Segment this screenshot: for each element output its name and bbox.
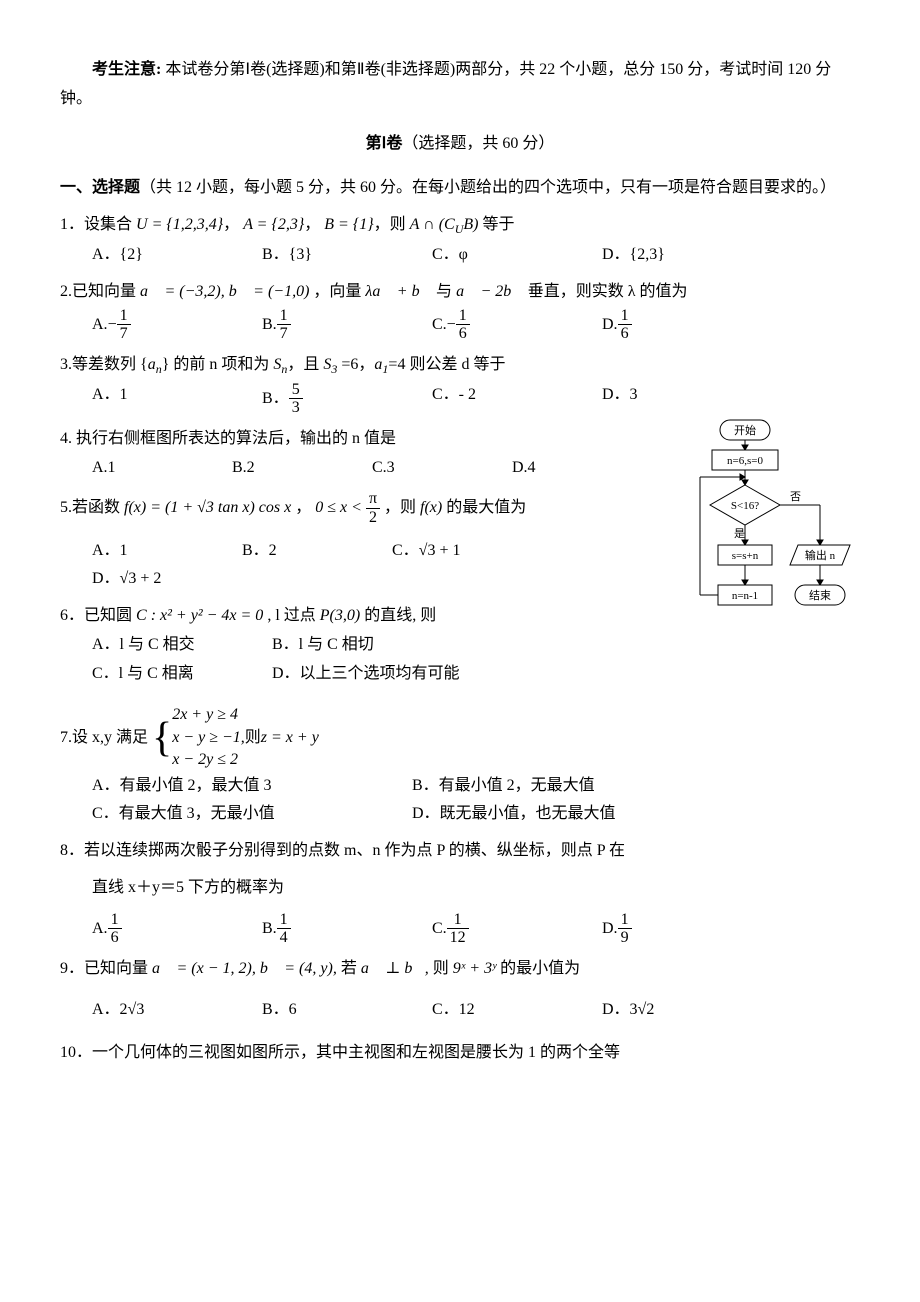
q2-options: A.−17 B.17 C.−16 D.16 — [92, 307, 860, 343]
q1-options: A．{2} B．{3} C．φ D．{2,3} — [92, 241, 860, 270]
q3-option-d: D．3 — [602, 381, 772, 417]
q1-option-a: A．{2} — [92, 241, 262, 270]
q5-option-c: C．√3 + 1 — [392, 537, 542, 566]
part1-title: 第Ⅰ卷（选择题，共 60 分） — [60, 130, 860, 159]
q6-options: A．l 与 C 相交 B．l 与 C 相切 — [92, 631, 670, 660]
question-2: 2.已知向量 a⃗ = (−3,2), b⃗ = (−1,0) ，向量 λa⃗ … — [60, 278, 860, 343]
q7-option-a: A．有最小值 2，最大值 3 — [92, 772, 412, 801]
svg-text:结束: 结束 — [809, 589, 831, 602]
q4-option-d: D.4 — [512, 454, 652, 483]
q4-option-c: C.3 — [372, 454, 512, 483]
q6-option-b: B．l 与 C 相切 — [272, 631, 492, 660]
q4-options: A.1 B.2 C.3 D.4 — [92, 454, 670, 483]
q2-option-b: B.17 — [262, 307, 432, 343]
question-7: 7.设 x,y 满足 { 2x + y ≥ 4 x − y ≥ −1,则z = … — [60, 704, 860, 829]
question-10: 10．一个几何体的三视图如图所示，其中主视图和左视图是腰长为 1 的两个全等 — [60, 1039, 860, 1068]
q7-options: A．有最小值 2，最大值 3 B．有最小值 2，无最大值 C．有最大值 3，无最… — [92, 772, 860, 830]
q5-options: A．1 B．2 C．√3 + 1 D．√3 + 2 — [92, 537, 670, 595]
question-8: 8．若以连续掷两次骰子分别得到的点数 m、n 作为点 P 的横、纵坐标，则点 P… — [60, 837, 860, 947]
q7-option-d: D．既无最小值，也无最大值 — [412, 800, 732, 829]
notice-text: 本试卷分第Ⅰ卷(选择题)和第Ⅱ卷(非选择题)两部分，共 22 个小题，总分 15… — [60, 61, 831, 107]
q5-option-b: B．2 — [242, 537, 392, 566]
notice-bold: 考生注意: — [92, 61, 161, 78]
q9-options: A．2√3 B．6 C．12 D．3√2 — [92, 996, 860, 1025]
q8-options: A.16 B.14 C.112 D.19 — [92, 911, 860, 947]
q1-option-d: D．{2,3} — [602, 241, 772, 270]
q5-option-a: A．1 — [92, 537, 242, 566]
exam-header: 考生注意: 本试卷分第Ⅰ卷(选择题)和第Ⅱ卷(非选择题)两部分，共 22 个小题… — [60, 56, 860, 158]
notice-paragraph: 考生注意: 本试卷分第Ⅰ卷(选择题)和第Ⅱ卷(非选择题)两部分，共 22 个小题… — [60, 56, 860, 114]
q8-option-a: A.16 — [92, 911, 262, 947]
q1-option-c: C．φ — [432, 241, 602, 270]
q8-option-c: C.112 — [432, 911, 602, 947]
flowchart: 开始 n=6,s=0 S<16? 是 s=s+n n=n-1 — [690, 415, 860, 696]
q1-option-b: B．{3} — [262, 241, 432, 270]
q5-option-d: D．√3 + 2 — [92, 565, 242, 594]
q4-option-a: A.1 — [92, 454, 232, 483]
q3-option-a: A．1 — [92, 381, 262, 417]
q2-option-a: A.−17 — [92, 307, 262, 343]
q7-option-b: B．有最小值 2，无最大值 — [412, 772, 732, 801]
question-3: 3.等差数列 {an} 的前 n 项和为 Sn，且 S3 =6，a1=4 则公差… — [60, 351, 860, 417]
q6-option-a: A．l 与 C 相交 — [92, 631, 272, 660]
q3-option-c: C．- 2 — [432, 381, 602, 417]
section-1-heading: 一、选择题（共 12 小题，每小题 5 分，共 60 分。在每小题给出的四个选项… — [60, 174, 860, 203]
q7-option-c: C．有最大值 3，无最小值 — [92, 800, 412, 829]
svg-text:s=s+n: s=s+n — [732, 550, 759, 562]
q6-option-c: C．l 与 C 相离 — [92, 660, 272, 689]
q9-option-c: C．12 — [432, 996, 602, 1025]
svg-text:否: 否 — [790, 491, 801, 503]
svg-text:n=n-1: n=n-1 — [732, 590, 758, 602]
q2-option-c: C.−16 — [432, 307, 602, 343]
svg-text:n=6,s=0: n=6,s=0 — [727, 455, 763, 467]
svg-text:开始: 开始 — [734, 423, 756, 437]
question-1: 1．设集合 U = {1,2,3,4}， A = {2,3}， B = {1}，… — [60, 211, 860, 270]
q9-option-a: A．2√3 — [92, 996, 262, 1025]
q3-options: A．1 B．53 C．- 2 D．3 — [92, 381, 860, 417]
svg-text:S<16?: S<16? — [731, 500, 759, 512]
q8-option-d: D.19 — [602, 911, 772, 947]
q9-option-b: B．6 — [262, 996, 432, 1025]
q6-option-d: D．以上三个选项均有可能 — [272, 660, 542, 689]
q9-option-d: D．3√2 — [602, 996, 772, 1025]
q3-option-b: B．53 — [262, 381, 432, 417]
question-9: 9．已知向量 a⃗ = (x − 1, 2), b⃗ = (4, y), 若 a… — [60, 955, 860, 1025]
svg-text:是: 是 — [734, 527, 745, 540]
q4-option-b: B.2 — [232, 454, 372, 483]
q8-option-b: B.14 — [262, 911, 432, 947]
svg-text:输出 n: 输出 n — [805, 548, 836, 562]
q2-option-d: D.16 — [602, 307, 772, 343]
